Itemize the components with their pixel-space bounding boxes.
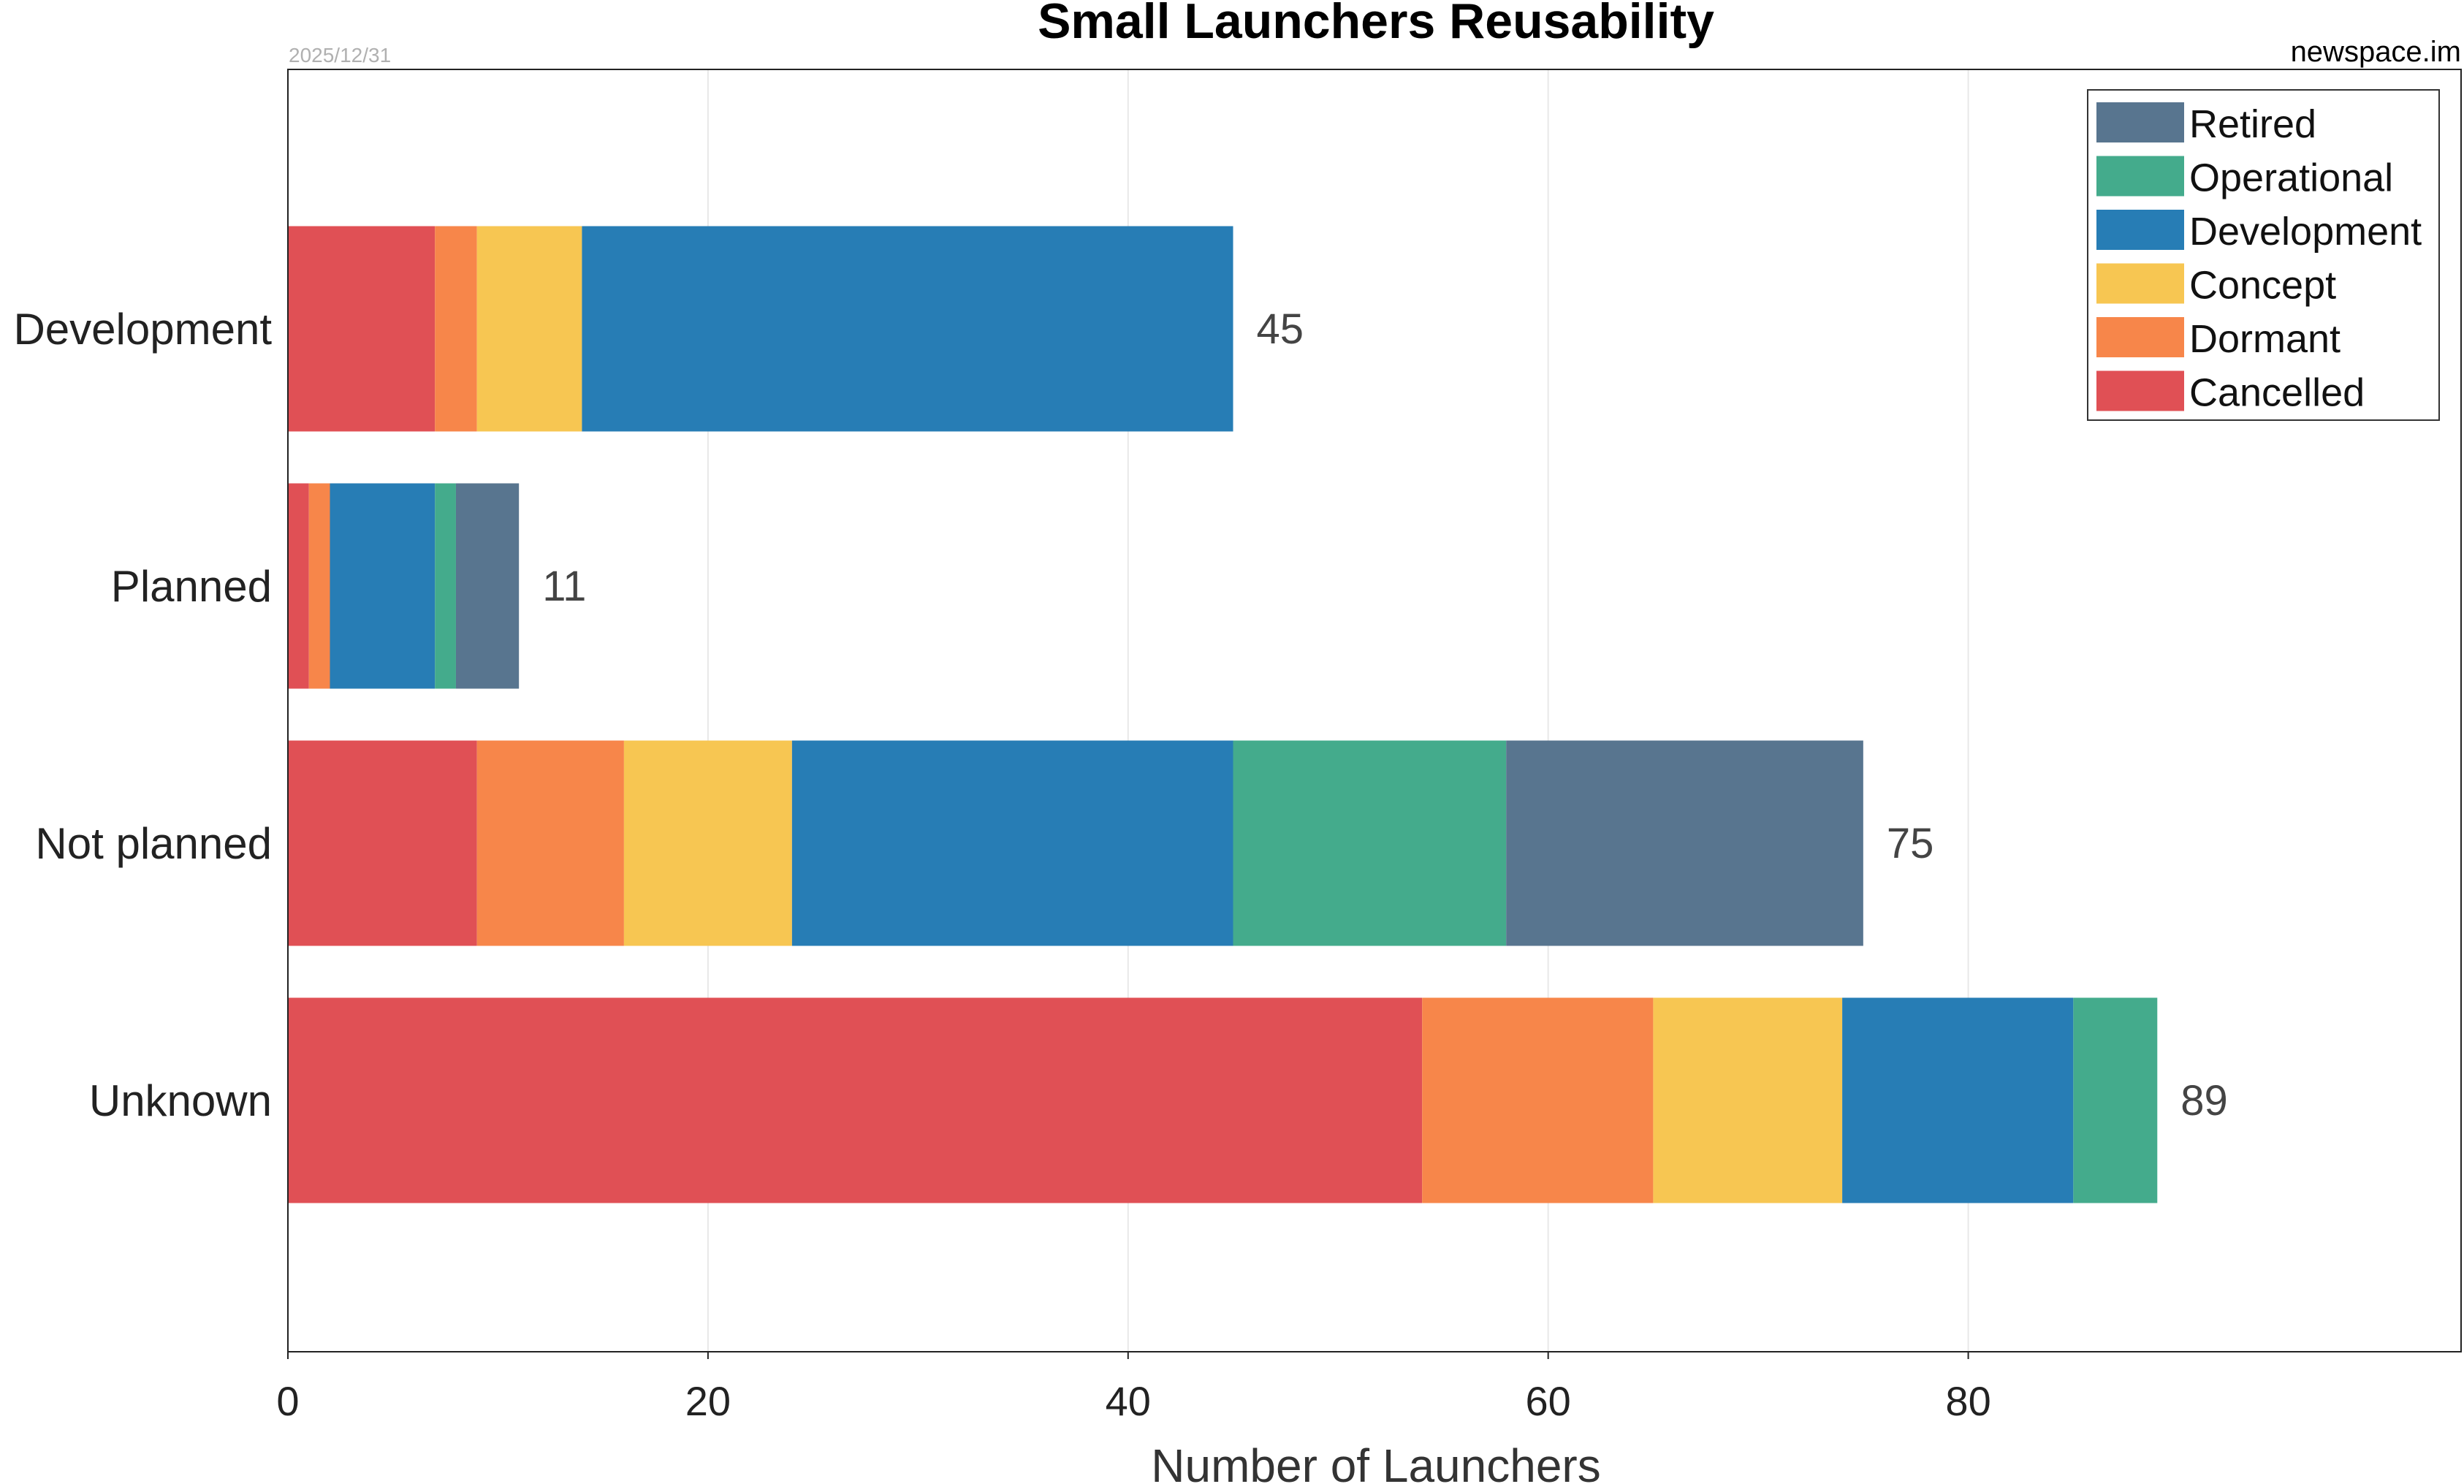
legend-swatch-concept: [2096, 263, 2184, 304]
bar-unknown-cancelled[interactable]: [288, 997, 1423, 1203]
x-tick-label-60: 60: [1526, 1378, 1571, 1424]
legend-box: [2087, 89, 2440, 421]
bar-not-planned-retired[interactable]: [1506, 740, 1863, 946]
legend-swatch-development: [2096, 210, 2184, 250]
legend-swatch-cancelled: [2096, 370, 2184, 411]
bar-development-development[interactable]: [582, 226, 1233, 432]
category-label-unknown: Unknown: [89, 1076, 272, 1125]
legend-swatch-operational: [2096, 156, 2184, 197]
total-labels: 45 11 75 89: [542, 305, 2228, 1125]
x-tick-label-20: 20: [685, 1378, 731, 1424]
legend-swatch-retired: [2096, 102, 2184, 142]
x-tick-label-80: 80: [1945, 1378, 1990, 1424]
category-label-development: Development: [13, 305, 272, 354]
bar-not-planned-concept[interactable]: [623, 740, 792, 946]
legend-label-retired: Retired: [2189, 102, 2316, 146]
legend-label-operational: Operational: [2189, 156, 2393, 200]
bar-unknown-dormant[interactable]: [1422, 997, 1654, 1203]
plot-area: [287, 69, 2462, 1352]
bar-planned-retired[interactable]: [455, 483, 520, 689]
bar-unknown-concept[interactable]: [1653, 997, 1843, 1203]
total-label-planned: 11: [542, 563, 586, 610]
total-label-not-planned: 75: [1887, 820, 1934, 867]
bar-planned-cancelled[interactable]: [288, 483, 309, 689]
x-tick-label-0: 0: [276, 1378, 299, 1424]
legend-label-development: Development: [2189, 210, 2422, 254]
chart-date: 2025/12/31: [289, 44, 391, 66]
legend-label-dormant: Dormant: [2189, 317, 2341, 361]
bar-not-planned-development[interactable]: [791, 740, 1233, 946]
value-axis: 0 20 40 60 80: [276, 1352, 1991, 1424]
x-axis-title: Number of Launchers: [1151, 1439, 1600, 1484]
bar-unknown-operational[interactable]: [2073, 997, 2158, 1203]
category-axis: Development Planned Not planned Unknown: [13, 305, 272, 1125]
bar-planned-operational[interactable]: [435, 483, 456, 689]
bars: [288, 226, 2158, 1203]
total-label-development: 45: [1257, 305, 1304, 353]
category-label-not-planned: Not planned: [35, 819, 272, 868]
legend: Retired Operational Development Concept Dorm…: [2087, 89, 2440, 421]
bar-planned-development[interactable]: [330, 483, 436, 689]
category-label-planned: Planned: [111, 562, 272, 611]
bar-unknown-development[interactable]: [1842, 997, 2074, 1203]
legend-label-cancelled: Cancelled: [2189, 371, 2365, 415]
bar-development-cancelled[interactable]: [288, 226, 436, 432]
x-tick-label-40: 40: [1106, 1378, 1151, 1424]
chart-source: newspace.im: [2291, 36, 2461, 68]
bar-development-dormant[interactable]: [435, 226, 477, 432]
bar-not-planned-dormant[interactable]: [476, 740, 624, 946]
bar-development-concept[interactable]: [476, 226, 582, 432]
bar-planned-dormant[interactable]: [308, 483, 330, 689]
chart-title: Small Launchers Reusability: [1038, 0, 1714, 49]
legend-label-concept: Concept: [2189, 264, 2336, 308]
total-label-unknown: 89: [2180, 1077, 2228, 1125]
bar-not-planned-operational[interactable]: [1233, 740, 1507, 946]
legend-swatch-dormant: [2096, 317, 2184, 357]
bar-not-planned-cancelled[interactable]: [288, 740, 477, 946]
